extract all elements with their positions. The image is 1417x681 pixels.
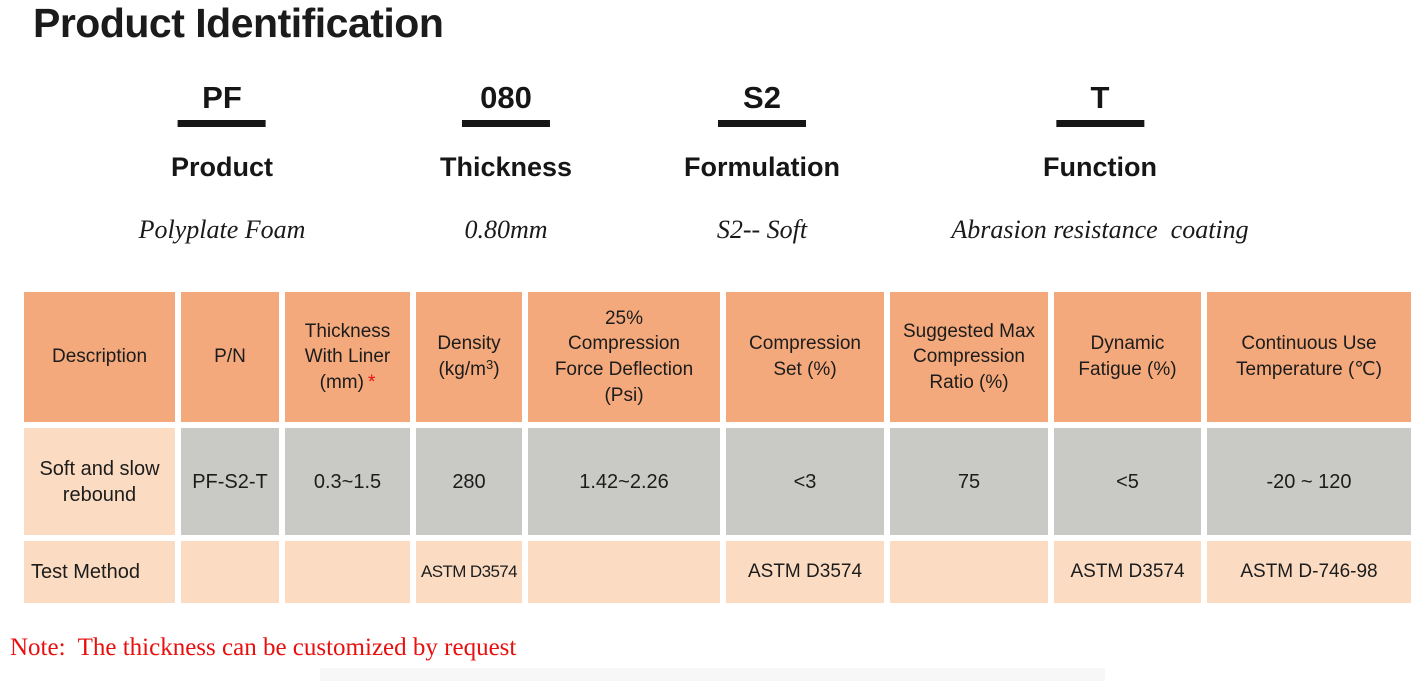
header-thickness-with-liner: Thickness With Liner (mm) *: [285, 292, 410, 422]
cell-compression-force-deflection: 1.42~2.26: [528, 428, 720, 535]
test-method-label: Test Method: [24, 541, 175, 603]
header-density: Density (kg/m3): [416, 292, 522, 422]
cell-compression-set: <3: [726, 428, 884, 535]
header-text: Dynamic Fatigue (%): [1078, 333, 1177, 380]
header-text: Density (kg/m3): [437, 333, 501, 380]
page-title: Product Identification: [33, 0, 444, 46]
cell-thickness-with-liner: 0.3~1.5: [285, 428, 410, 535]
code-value: 080: [480, 80, 532, 115]
test-dynamic-fatigue: ASTM D3574: [1054, 541, 1201, 603]
note-text: Note: The thickness can be customized by…: [10, 634, 517, 661]
header-text: Compression Set (%): [749, 333, 861, 380]
header-continuous-use-temperature: Continuous Use Temperature (℃): [1207, 292, 1411, 422]
superscript-3: 3: [485, 357, 494, 372]
cell-suggested-max-compression-ratio: 75: [890, 428, 1048, 535]
header-suggested-max-compression-ratio: Suggested Max Compression Ratio (%): [890, 292, 1048, 422]
test-pn: [181, 541, 279, 603]
code-segment-product: PF Product Polyplate Foam: [139, 82, 306, 243]
code-value: S2: [743, 80, 781, 115]
test-suggested-max-compression-ratio: [890, 541, 1048, 603]
bottom-strip: [320, 668, 1105, 681]
header-dynamic-fatigue: Dynamic Fatigue (%): [1054, 292, 1201, 422]
cell-dynamic-fatigue: <5: [1054, 428, 1201, 535]
cell-description: Soft and slow rebound: [24, 428, 175, 535]
test-density: ASTM D3574: [416, 541, 522, 603]
spec-table: Description P/N Thickness With Liner (mm…: [24, 292, 1411, 603]
code-label: Product: [170, 152, 274, 182]
header-description: Description: [24, 292, 175, 422]
code-segment-formulation: S2 Formulation S2-- Soft: [684, 82, 840, 243]
test-compression-set: ASTM D3574: [726, 541, 884, 603]
cell-density: 280: [416, 428, 522, 535]
header-text: Suggested Max Compression Ratio (%): [902, 320, 1036, 393]
code-underline: [462, 120, 550, 127]
header-text: Thickness With Liner (mm) *: [304, 320, 391, 393]
header-pn: P/N: [181, 292, 279, 422]
code-label: Formulation: [684, 152, 840, 182]
cell-pn: PF-S2-T: [181, 428, 279, 535]
code-description: Polyplate Foam: [138, 215, 306, 244]
code-underline: [177, 120, 266, 127]
code-underline: [718, 120, 806, 127]
code-label: Function: [1043, 152, 1157, 182]
test-compression-force-deflection: [528, 541, 720, 603]
header-text: Description: [51, 346, 148, 368]
code-label: Thickness: [439, 152, 573, 182]
code-value: T: [1090, 80, 1110, 115]
code-description: Abrasion resistance coating: [951, 215, 1249, 244]
header-text: 25% Compression Force Deflection (Psi): [554, 307, 694, 406]
cell-continuous-use-temperature: -20 ~ 120: [1207, 428, 1411, 535]
header-compression-set: Compression Set (%): [726, 292, 884, 422]
header-text: Continuous Use Temperature (℃): [1236, 333, 1382, 380]
code-description: 0.80mm: [464, 215, 548, 244]
code-underline: [1055, 120, 1144, 127]
test-thickness-with-liner: [285, 541, 410, 603]
header-text: P/N: [214, 346, 246, 368]
code-value: PF: [202, 80, 242, 115]
test-continuous-use-temperature: ASTM D-746-98: [1207, 541, 1411, 603]
required-asterisk: *: [367, 371, 376, 393]
header-compression-force-deflection: 25% Compression Force Deflection (Psi): [528, 292, 720, 422]
code-segment-function: T Function Abrasion resistance coating: [951, 82, 1248, 243]
code-segment-thickness: 080 Thickness 0.80mm: [440, 82, 572, 243]
code-description: S2-- Soft: [716, 215, 808, 244]
